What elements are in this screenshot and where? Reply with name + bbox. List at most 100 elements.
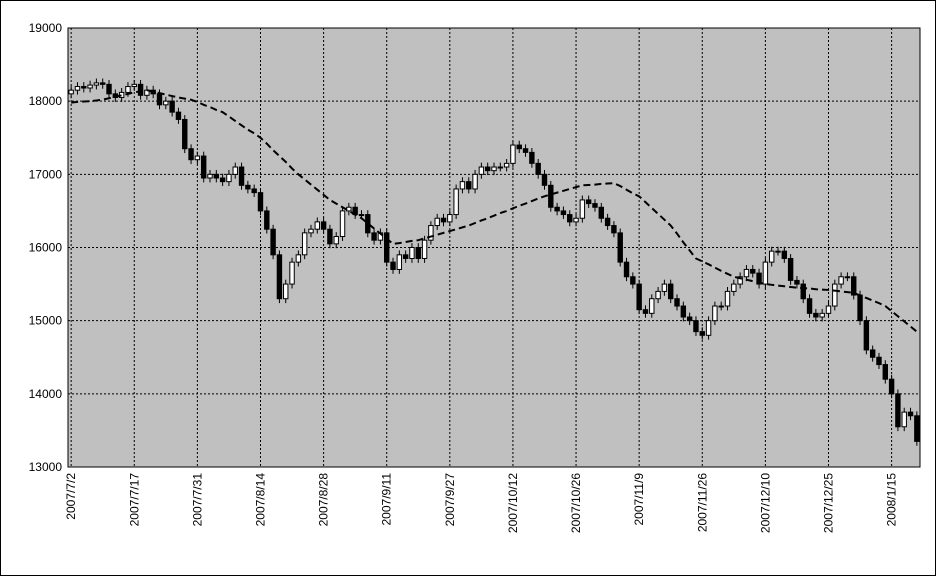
x-tick-label: 2007/10/12 <box>506 473 520 533</box>
candle-body <box>705 320 712 336</box>
y-tick-label: 15000 <box>29 314 63 328</box>
candle-body <box>680 305 687 318</box>
candle-body <box>264 210 270 230</box>
candle-body <box>428 225 434 241</box>
x-tick-label: 2007/7/31 <box>190 473 204 527</box>
candle-body <box>232 166 238 175</box>
candle-body <box>301 232 308 256</box>
x-tick-label: 2007/9/11 <box>380 473 394 526</box>
candle-body <box>649 298 655 314</box>
candle-body <box>320 221 327 230</box>
candle-body <box>87 84 93 89</box>
candle-body <box>440 217 447 223</box>
candle-body <box>74 86 81 91</box>
candle-body <box>819 312 825 318</box>
y-tick-label: 13000 <box>29 460 63 474</box>
candle-body <box>598 206 604 219</box>
candle-body <box>686 316 693 322</box>
candle-body <box>188 148 194 161</box>
y-tick-label: 17000 <box>29 167 63 181</box>
candle-body <box>895 393 901 428</box>
y-tick-label: 14000 <box>29 387 63 401</box>
candle-body <box>396 254 403 270</box>
candle-body <box>674 298 680 307</box>
candle-body <box>213 173 220 179</box>
candle-body <box>257 192 264 212</box>
x-tick-label: 2007/12/10 <box>758 473 772 533</box>
candle-body <box>314 221 320 230</box>
candle-body <box>68 89 74 95</box>
candle-body <box>447 214 453 223</box>
candle-body <box>251 188 257 194</box>
candle-body <box>548 184 554 208</box>
x-tick-label: 2007/9/27 <box>443 473 457 527</box>
candle-body <box>491 166 497 172</box>
candle-body <box>731 283 737 292</box>
candle-body <box>794 279 800 285</box>
candle-body <box>585 199 592 205</box>
candle-body <box>630 276 636 285</box>
candle-body <box>163 100 169 106</box>
candle-body <box>200 155 207 179</box>
candle-body <box>573 217 579 223</box>
candle-body <box>100 82 106 85</box>
candle-body <box>781 250 788 259</box>
candle-body <box>339 210 346 238</box>
y-tick-label: 16000 <box>29 241 63 255</box>
candle-body <box>434 217 440 227</box>
candle-body <box>718 305 724 308</box>
candle-body <box>125 86 131 93</box>
candle-body <box>245 184 251 190</box>
candle-body <box>358 214 365 217</box>
x-tick-label: 2008/1/15 <box>885 473 899 527</box>
candle-body <box>863 320 870 351</box>
candle-body <box>484 166 491 172</box>
candle-body <box>655 290 661 300</box>
candle-body <box>756 272 762 285</box>
candle-body <box>415 247 421 259</box>
candle-body <box>156 93 163 106</box>
candle-body <box>876 356 882 366</box>
candle-body <box>768 250 775 263</box>
candle-body <box>226 173 232 183</box>
candle-body <box>882 364 888 380</box>
candle-body <box>459 181 466 190</box>
candle-body <box>851 276 857 296</box>
candle-body <box>409 247 415 259</box>
candle-body <box>775 250 781 253</box>
candle-body <box>787 257 794 281</box>
candle-body <box>390 261 396 270</box>
candle-body <box>371 232 377 241</box>
candle-body <box>194 155 201 161</box>
candle-body <box>832 283 838 307</box>
plot-border <box>67 27 921 468</box>
y-tick-label: 18000 <box>29 94 63 108</box>
candle-body <box>737 276 743 285</box>
candle-body <box>238 166 245 186</box>
candle-body <box>497 166 504 169</box>
candle-body <box>825 305 832 314</box>
candle-body <box>466 181 472 190</box>
candle-body <box>800 283 806 300</box>
candle-body <box>617 232 623 263</box>
candle-body <box>762 261 769 285</box>
candle-body <box>131 83 137 88</box>
x-tick-label: 2007/7/17 <box>127 473 141 527</box>
x-tick-label: 2007/7/2 <box>64 473 78 520</box>
candle-body <box>888 378 895 395</box>
candle-body <box>175 111 182 120</box>
candle-body <box>567 214 573 223</box>
candle-body <box>137 83 144 96</box>
candle-body <box>182 118 188 150</box>
candle-body <box>529 151 535 164</box>
candle-body <box>478 166 485 175</box>
candle-body <box>560 210 567 216</box>
x-tick-label: 2007/11/9 <box>632 473 646 526</box>
y-tick-label: 19000 <box>29 21 63 35</box>
candle-body <box>914 415 920 442</box>
candle-body <box>541 173 548 186</box>
candle-body <box>611 225 617 234</box>
candle-body <box>144 89 150 96</box>
candle-body <box>844 276 851 279</box>
candle-body <box>642 309 649 314</box>
